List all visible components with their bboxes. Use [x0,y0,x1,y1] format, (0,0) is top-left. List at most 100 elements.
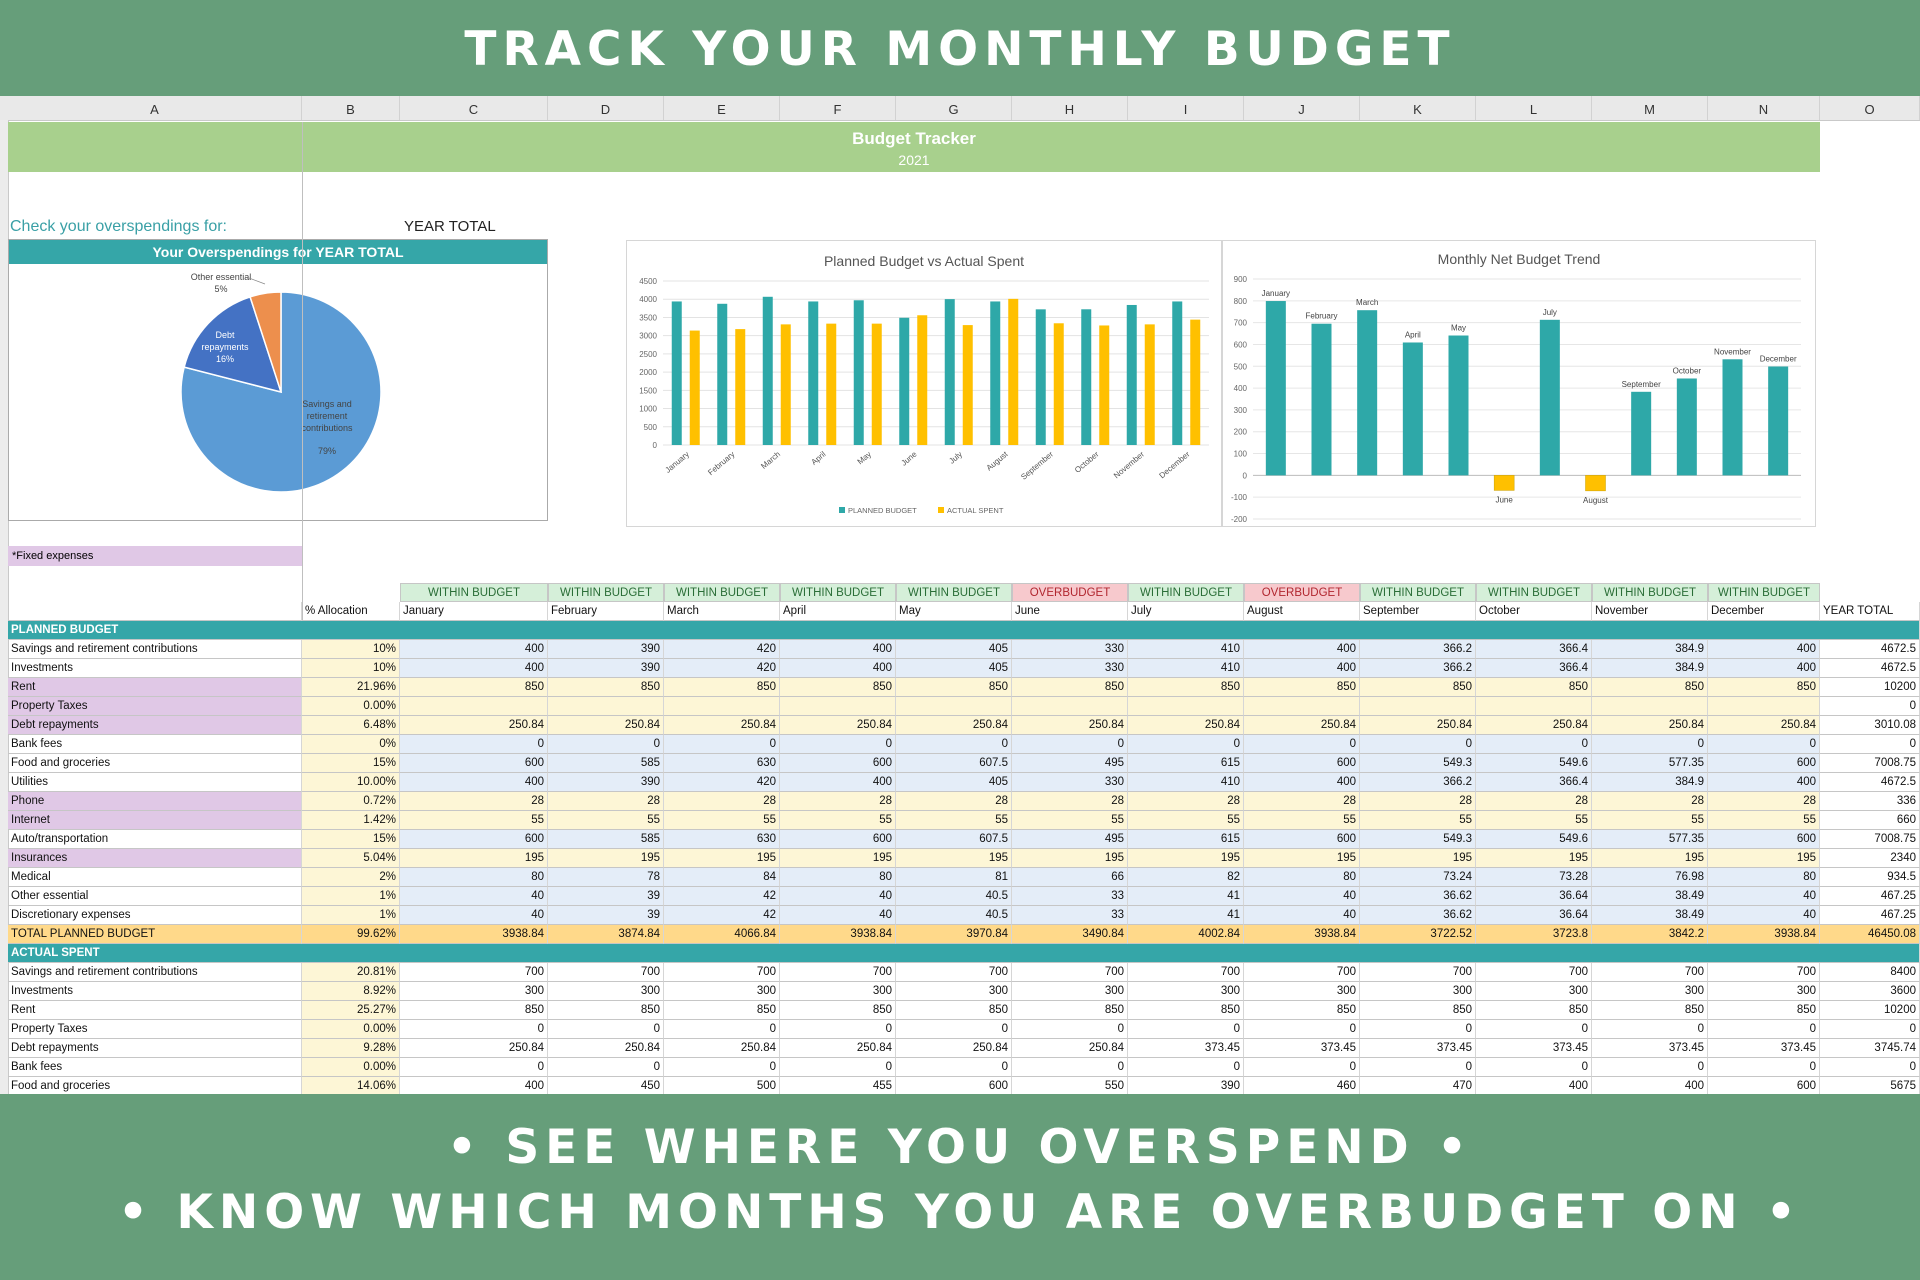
actual-row-value[interactable]: 700 [896,963,1012,982]
planned-total-value[interactable]: 3938.84 [400,925,548,944]
actual-row-value[interactable]: 373.45 [1592,1039,1708,1058]
planned-row-total[interactable]: 0 [1820,697,1920,716]
actual-row-value[interactable]: 300 [1128,982,1244,1001]
planned-row-value[interactable] [1244,697,1360,716]
planned-row-value[interactable]: 600 [1244,830,1360,849]
planned-row-value[interactable]: 0 [896,735,1012,754]
actual-row-total[interactable]: 3600 [1820,982,1920,1001]
column-header-l[interactable]: L [1476,96,1592,120]
actual-row-value[interactable]: 373.45 [1244,1039,1360,1058]
planned-row-label[interactable]: Other essential [8,887,302,906]
planned-row-value[interactable]: 400 [400,773,548,792]
planned-row-value[interactable]: 410 [1128,640,1244,659]
planned-row-pct[interactable]: 6.48% [302,716,400,735]
budget-status-badge[interactable]: WITHIN BUDGET [1708,583,1820,602]
planned-row-value[interactable]: 405 [896,640,1012,659]
table-header-month[interactable]: December [1708,602,1820,621]
planned-row-value[interactable]: 80 [780,868,896,887]
planned-row-value[interactable]: 585 [548,830,664,849]
planned-total-label[interactable]: TOTAL PLANNED BUDGET [8,925,302,944]
actual-row-value[interactable]: 450 [548,1077,664,1094]
planned-row-value[interactable] [1128,697,1244,716]
planned-row-value[interactable]: 850 [1592,678,1708,697]
planned-row-value[interactable]: 28 [1360,792,1476,811]
planned-row-value[interactable]: 0 [400,735,548,754]
table-header-month[interactable]: November [1592,602,1708,621]
actual-row-value[interactable]: 400 [1592,1077,1708,1094]
planned-row-value[interactable]: 28 [1476,792,1592,811]
planned-row-value[interactable]: 55 [1244,811,1360,830]
planned-row-value[interactable] [664,697,780,716]
planned-row-value[interactable] [1012,697,1128,716]
planned-row-value[interactable]: 36.62 [1360,887,1476,906]
actual-row-value[interactable]: 0 [664,1058,780,1077]
planned-row-pct[interactable]: 10% [302,640,400,659]
planned-row-value[interactable]: 41 [1128,887,1244,906]
actual-row-value[interactable]: 850 [664,1001,780,1020]
actual-row-value[interactable]: 0 [1128,1058,1244,1077]
planned-row-value[interactable]: 600 [400,754,548,773]
planned-row-value[interactable]: 400 [1708,640,1820,659]
planned-row-value[interactable]: 0 [1708,735,1820,754]
planned-row-value[interactable]: 40 [1708,906,1820,925]
planned-row-value[interactable]: 495 [1012,830,1128,849]
planned-total-value[interactable]: 4066.84 [664,925,780,944]
actual-row-value[interactable]: 0 [1128,1020,1244,1039]
planned-row-value[interactable]: 600 [1708,830,1820,849]
planned-row-value[interactable]: 28 [400,792,548,811]
actual-row-total[interactable]: 10200 [1820,1001,1920,1020]
planned-total-value[interactable]: 3842.2 [1592,925,1708,944]
planned-row-total[interactable]: 934.5 [1820,868,1920,887]
planned-row-value[interactable]: 250.84 [400,716,548,735]
planned-row-value[interactable]: 40 [780,887,896,906]
planned-row-value[interactable]: 73.28 [1476,868,1592,887]
actual-row-value[interactable]: 0 [1708,1020,1820,1039]
planned-row-value[interactable]: 40 [400,887,548,906]
planned-row-label[interactable]: Rent [8,678,302,697]
planned-row-value[interactable]: 195 [780,849,896,868]
planned-total-pct[interactable]: 99.62% [302,925,400,944]
actual-row-pct[interactable]: 25.27% [302,1001,400,1020]
planned-row-value[interactable]: 615 [1128,830,1244,849]
planned-row-total[interactable]: 336 [1820,792,1920,811]
planned-row-value[interactable]: 28 [1708,792,1820,811]
planned-row-pct[interactable]: 10.00% [302,773,400,792]
planned-total-value[interactable]: 3938.84 [780,925,896,944]
actual-row-value[interactable]: 250.84 [400,1039,548,1058]
planned-row-label[interactable]: Debt repayments [8,716,302,735]
actual-row-pct[interactable]: 20.81% [302,963,400,982]
planned-row-value[interactable]: 28 [1244,792,1360,811]
planned-row-value[interactable]: 400 [1708,659,1820,678]
planned-row-value[interactable]: 41 [1128,906,1244,925]
period-selector[interactable]: YEAR TOTAL [404,218,496,235]
actual-row-value[interactable]: 0 [1012,1020,1128,1039]
planned-row-value[interactable]: 55 [548,811,664,830]
actual-row-value[interactable]: 390 [1128,1077,1244,1094]
actual-row-value[interactable]: 250.84 [548,1039,664,1058]
table-header-month[interactable]: February [548,602,664,621]
planned-row-label[interactable]: Internet [8,811,302,830]
actual-row-label[interactable]: Debt repayments [8,1039,302,1058]
planned-row-value[interactable]: 250.84 [780,716,896,735]
planned-row-value[interactable]: 384.9 [1592,773,1708,792]
actual-row-value[interactable]: 250.84 [664,1039,780,1058]
planned-row-pct[interactable]: 1.42% [302,811,400,830]
column-header-g[interactable]: G [896,96,1012,120]
planned-row-value[interactable]: 0 [664,735,780,754]
planned-row-value[interactable]: 585 [548,754,664,773]
planned-row-value[interactable]: 366.4 [1476,659,1592,678]
planned-row-value[interactable]: 0 [1012,735,1128,754]
planned-row-total[interactable]: 0 [1820,735,1920,754]
actual-row-total[interactable]: 0 [1820,1058,1920,1077]
actual-row-value[interactable]: 300 [1708,982,1820,1001]
planned-row-total[interactable]: 3010.08 [1820,716,1920,735]
planned-row-value[interactable]: 40 [1244,887,1360,906]
actual-row-value[interactable]: 373.45 [1128,1039,1244,1058]
planned-row-value[interactable]: 33 [1012,887,1128,906]
actual-row-label[interactable]: Food and groceries [8,1077,302,1094]
table-header-month[interactable]: May [896,602,1012,621]
actual-row-value[interactable]: 700 [1476,963,1592,982]
planned-row-label[interactable]: Utilities [8,773,302,792]
planned-row-value[interactable]: 250.84 [1360,716,1476,735]
planned-total-value[interactable]: 3874.84 [548,925,664,944]
